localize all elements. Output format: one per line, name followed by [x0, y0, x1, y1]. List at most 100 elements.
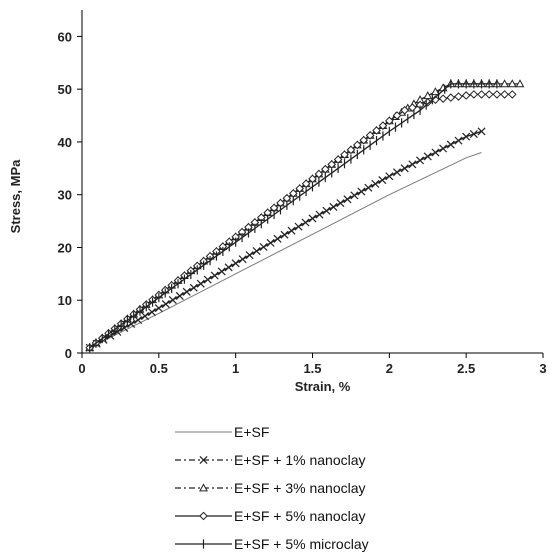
x-tick-label: 2: [386, 361, 393, 376]
data-point-x-marker: [147, 308, 156, 317]
data-point-x-marker: [252, 247, 261, 256]
y-tick-label: 0: [65, 346, 72, 361]
data-point-x-marker: [154, 304, 163, 313]
data-point-triangle-marker: [430, 87, 440, 96]
data-point-x-marker: [140, 312, 150, 321]
data-point-x-marker: [217, 267, 226, 276]
x-tick-label: 1: [232, 361, 239, 376]
legend-item: E+SF + 3% nanoclay: [175, 480, 366, 496]
legend: E+SF E+SF + 1% nanoclay E+SF + 3% nanoclay…: [175, 424, 369, 552]
data-point-x-marker: [259, 242, 268, 252]
y-tick-label: 40: [58, 135, 72, 150]
data-point-x-marker: [336, 199, 345, 208]
series-5: [89, 79, 498, 353]
data-point-x-marker: [199, 455, 208, 465]
y-tick-label: 30: [58, 188, 72, 203]
legend-label: E+SF: [234, 424, 269, 440]
data-point-x-marker: [182, 287, 191, 296]
data-point-x-marker: [175, 291, 184, 300]
data-point-x-marker: [301, 218, 310, 227]
data-point-x-marker: [462, 132, 471, 141]
data-point-x-marker: [196, 279, 205, 288]
data-point-triangle-marker: [423, 91, 433, 100]
data-point-diamond-marker: [340, 150, 349, 159]
x-tick-label: 0.5: [150, 361, 168, 376]
data-point-diamond-marker: [492, 90, 502, 99]
series-2: [85, 127, 486, 352]
data-point-x-marker: [287, 226, 296, 235]
data-point-diamond-marker: [400, 105, 410, 115]
data-point-diamond-marker: [408, 103, 417, 112]
data-point-x-marker: [238, 255, 247, 264]
data-point-diamond-marker: [446, 93, 456, 102]
data-point-triangle-marker: [515, 79, 525, 88]
data-point-diamond-marker: [359, 135, 369, 145]
x-tick-label: 0: [78, 361, 85, 376]
data-point-x-marker: [210, 271, 219, 280]
x-tick-label: 3: [539, 361, 546, 376]
legend-label: E+SF + 1% nanoclay: [234, 452, 366, 468]
data-point-x-marker: [357, 187, 366, 196]
data-point-x-marker: [378, 176, 387, 185]
x-tick-label: 1.5: [303, 361, 321, 376]
data-point-x-marker: [477, 127, 486, 136]
data-point-diamond-marker: [365, 131, 375, 140]
data-point-diamond-marker: [484, 90, 494, 99]
y-axis-title: Stress, MPa: [8, 159, 23, 233]
data-point-x-marker: [189, 283, 198, 292]
data-point-x-marker: [385, 172, 394, 181]
data-point-triangle-marker: [199, 483, 208, 492]
legend-item: E+SF + 1% nanoclay: [175, 452, 366, 468]
data-point-diamond-marker: [500, 90, 509, 99]
data-point-x-marker: [350, 191, 359, 200]
data-point-x-marker: [294, 222, 303, 231]
data-point-x-marker: [308, 214, 317, 223]
data-point-x-marker: [400, 164, 409, 173]
data-point-x-marker: [203, 275, 212, 284]
data-point-x-marker: [134, 315, 143, 325]
data-point-x-marker: [280, 230, 289, 239]
data-point-x-marker: [161, 300, 170, 309]
series-line: [89, 93, 513, 349]
y-tick-label: 60: [58, 29, 72, 44]
data-point-triangle-marker: [500, 79, 510, 88]
series-line: [89, 83, 497, 349]
y-tick-label: 10: [58, 293, 72, 308]
x-axis-title: Strain, %: [295, 379, 351, 394]
y-tick-label: 50: [58, 82, 72, 97]
data-point-x-marker: [446, 140, 455, 149]
data-point-x-marker: [224, 263, 233, 272]
data-point-triangle-marker: [507, 79, 517, 88]
data-point-x-marker: [329, 202, 338, 211]
data-point-diamond-marker: [454, 92, 463, 101]
data-point-x-marker: [364, 183, 373, 192]
series-line: [89, 152, 482, 349]
x-tick-label: 2.5: [457, 361, 475, 376]
data-point-diamond-marker: [385, 116, 394, 126]
legend-item: E+SF: [175, 424, 269, 440]
series-group: [85, 79, 525, 353]
series-1: [89, 152, 482, 349]
legend-label: E+SF + 5% nanoclay: [234, 508, 366, 524]
data-point-diamond-marker: [372, 126, 381, 135]
series-line: [89, 83, 520, 349]
data-point-diamond-marker: [320, 164, 330, 174]
data-point-diamond-marker: [438, 94, 448, 103]
data-point-x-marker: [231, 259, 240, 268]
data-point-x-marker: [408, 160, 417, 169]
legend-label: E+SF + 3% nanoclay: [234, 480, 366, 496]
data-point-diamond-marker: [346, 145, 356, 155]
data-point-diamond-marker: [461, 91, 471, 100]
data-point-diamond-marker: [469, 90, 479, 99]
data-point-x-marker: [392, 168, 402, 177]
data-point-x-marker: [431, 148, 440, 157]
data-point-diamond-marker: [477, 90, 486, 99]
data-point-x-marker: [266, 238, 275, 247]
data-point-x-marker: [273, 234, 282, 243]
data-point-x-marker: [416, 156, 425, 165]
data-point-x-marker: [245, 251, 254, 260]
y-tick-label: 20: [58, 240, 72, 255]
data-point-x-marker: [454, 136, 463, 145]
